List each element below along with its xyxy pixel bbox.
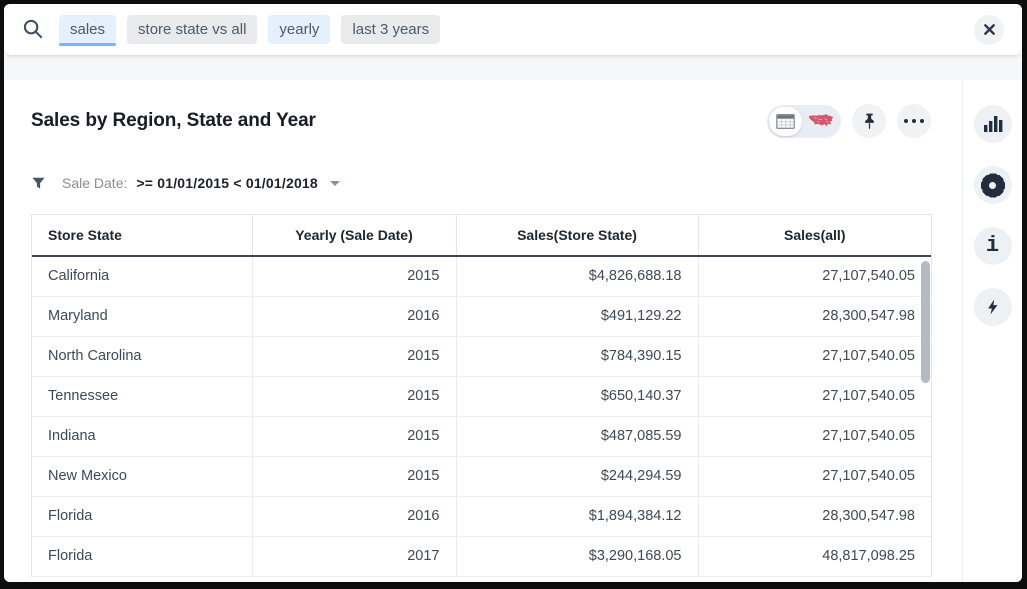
app-window: sales store state vs all yearly last 3 y… <box>4 4 1022 582</box>
column-header-sales-all[interactable]: Sales(all) <box>698 215 931 257</box>
gear-icon <box>980 173 1005 197</box>
table-row[interactable]: Florida 2017 $3,290,168.05 48,817,098.25 <box>32 536 931 577</box>
table-row[interactable]: North Carolina 2015 $784,390.15 27,107,540.… <box>32 336 931 377</box>
table-row[interactable]: Maryland 2016 $491,129.22 28,300,547.98 <box>32 296 931 337</box>
table-cell: 27,107,540.05 <box>698 456 931 497</box>
table-cell: $1,894,384.12 <box>456 496 699 537</box>
table-cell: 27,107,540.05 <box>698 256 931 297</box>
info-button[interactable]: i <box>973 227 1012 265</box>
table-view-button[interactable] <box>769 106 802 136</box>
chevron-down-icon[interactable] <box>329 180 340 186</box>
pin-icon <box>864 113 874 129</box>
results-table: Store State Yearly (Sale Date) Sales(Store… <box>31 214 932 577</box>
table-cell: Florida <box>32 496 253 537</box>
filter-value: >= 01/01/2015 < 01/01/2018 <box>136 175 318 191</box>
close-icon <box>983 24 995 35</box>
table-cell: Indiana <box>32 416 253 457</box>
view-toggle <box>767 104 841 138</box>
map-view-button[interactable] <box>804 107 837 136</box>
table-row[interactable]: California 2015 $4,826,688.18 27,107,540.05 <box>32 256 931 297</box>
table-row[interactable]: New Mexico 2015 $244,294.59 27,107,540.05 <box>32 456 931 497</box>
title-row: Sales by Region, State and Year <box>31 101 931 141</box>
page-title: Sales by Region, State and Year <box>31 110 316 131</box>
table-cell: $4,826,688.18 <box>456 256 699 297</box>
filter-label: Sale Date: <box>62 175 128 191</box>
viz-toolbar <box>767 104 931 138</box>
usa-map-icon <box>808 113 833 126</box>
filter-icon <box>32 177 45 189</box>
table-cell: North Carolina <box>32 336 253 377</box>
column-header-yearly-sale-date[interactable]: Yearly (Sale Date) <box>252 215 457 257</box>
search-token-last-3-years[interactable]: last 3 years <box>341 15 441 44</box>
search-token-sales[interactable]: sales <box>59 15 117 46</box>
table-row[interactable]: Indiana 2015 $487,085.59 27,107,540.05 <box>32 416 931 457</box>
table-cell: Tennessee <box>32 376 253 417</box>
table-cell: 2015 <box>252 416 457 457</box>
clear-search-button[interactable] <box>974 14 1004 45</box>
table-cell: 2017 <box>252 536 457 577</box>
search-token-list: sales store state vs all yearly last 3 y… <box>59 15 441 46</box>
table-cell: 2015 <box>252 376 457 417</box>
table-cell: 27,107,540.05 <box>698 376 931 417</box>
table-header-row: Store State Yearly (Sale Date) Sales(Store… <box>32 215 931 257</box>
chart-type-button[interactable] <box>973 105 1012 143</box>
table-cell: Maryland <box>32 296 253 337</box>
column-header-store-state[interactable]: Store State <box>32 215 253 257</box>
search-icon <box>23 19 43 39</box>
table-cell: 28,300,547.98 <box>698 296 931 337</box>
table-cell: 2015 <box>252 456 457 497</box>
filter-chip[interactable]: Sale Date: >= 01/01/2015 < 01/01/2018 <box>31 173 340 193</box>
table-cell: California <box>32 256 253 297</box>
table-cell: 28,300,547.98 <box>698 496 931 537</box>
search-bar: sales store state vs all yearly last 3 y… <box>4 4 1022 55</box>
answer-main: Sales by Region, State and Year <box>4 80 962 582</box>
table-cell: 27,107,540.05 <box>698 336 931 377</box>
table-cell: New Mexico <box>32 456 253 497</box>
table-icon <box>776 113 795 129</box>
search-token-store-state-vs-all[interactable]: store state vs all <box>127 15 258 44</box>
pin-button[interactable] <box>852 104 886 138</box>
table-cell: $3,290,168.05 <box>456 536 699 577</box>
table-cell: $244,294.59 <box>456 456 699 497</box>
insights-button[interactable] <box>973 288 1012 326</box>
info-icon: i <box>985 233 1000 258</box>
table-cell: 2015 <box>252 256 457 297</box>
search-token-yearly[interactable]: yearly <box>268 15 331 44</box>
table-cell: 2016 <box>252 296 457 337</box>
bar-chart-icon <box>983 116 1002 132</box>
data-table: Store State Yearly (Sale Date) Sales(Store… <box>32 215 931 577</box>
table-cell: 2015 <box>252 336 457 377</box>
table-cell: $491,129.22 <box>456 296 699 337</box>
answer-panel: Sales by Region, State and Year <box>4 80 1022 582</box>
table-scrollbar[interactable] <box>921 261 930 383</box>
table-row[interactable]: Florida 2016 $1,894,384.12 28,300,547.98 <box>32 496 931 537</box>
table-row[interactable]: Tennessee 2015 $650,140.37 27,107,540.05 <box>32 376 931 417</box>
table-cell: 2016 <box>252 496 457 537</box>
table-cell: 48,817,098.25 <box>698 536 931 577</box>
column-header-sales-store-state[interactable]: Sales(Store State) <box>456 215 699 257</box>
table-cell: $784,390.15 <box>456 336 699 377</box>
more-options-button[interactable] <box>897 104 931 138</box>
table-cell: 27,107,540.05 <box>698 416 931 457</box>
table-cell: $650,140.37 <box>456 376 699 417</box>
ellipsis-icon <box>903 118 925 124</box>
background-band <box>4 55 1022 80</box>
table-cell: $487,085.59 <box>456 416 699 457</box>
right-rail: i <box>962 80 1022 582</box>
settings-button[interactable] <box>973 166 1012 204</box>
lightning-bolt-icon <box>987 299 997 315</box>
table-cell: Florida <box>32 536 253 577</box>
